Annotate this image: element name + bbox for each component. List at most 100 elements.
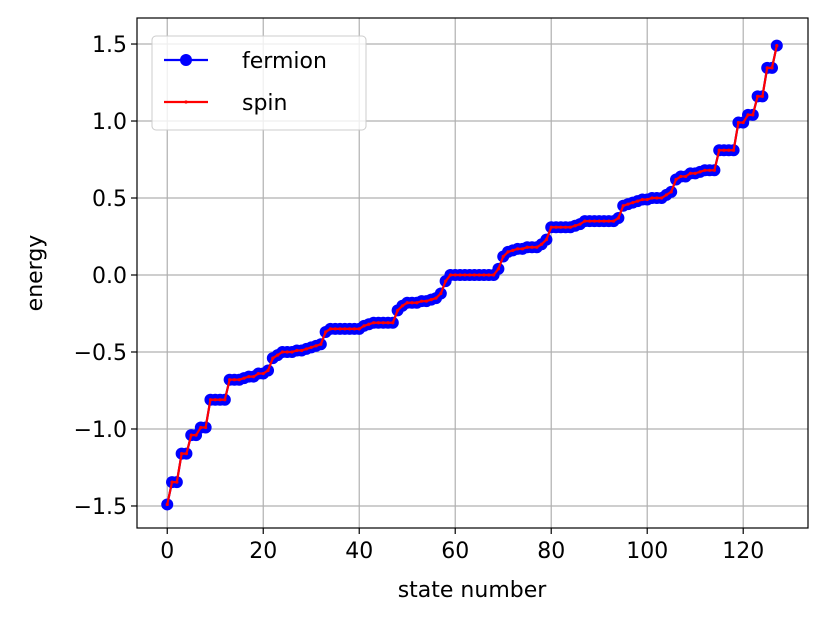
data-point — [300, 348, 304, 353]
data-point — [276, 353, 280, 357]
data-point — [199, 425, 203, 430]
data-point — [448, 273, 453, 277]
data-point — [165, 502, 169, 507]
data-point — [645, 197, 649, 202]
data-point — [578, 222, 582, 226]
data-point — [285, 350, 289, 354]
data-point — [655, 196, 659, 200]
data-point — [741, 120, 745, 125]
legend-marker — [180, 54, 192, 66]
data-point — [650, 196, 654, 200]
data-point — [501, 254, 505, 259]
data-point — [328, 327, 333, 331]
data-point — [290, 350, 294, 354]
x-tick-label: 80 — [537, 539, 565, 564]
data-point — [348, 327, 352, 331]
data-point — [674, 177, 678, 182]
data-point — [756, 94, 760, 98]
data-point — [362, 324, 366, 328]
data-point — [554, 225, 558, 229]
data-point — [396, 308, 400, 313]
data-point — [170, 480, 174, 484]
data-point — [640, 197, 645, 202]
data-point — [468, 273, 472, 277]
data-point — [660, 196, 664, 200]
data-point — [592, 219, 597, 223]
series-line — [166, 45, 778, 505]
x-tick-label: 120 — [722, 539, 764, 564]
data-point — [237, 378, 241, 382]
data-point — [602, 219, 606, 223]
data-point — [223, 398, 227, 402]
y-tick-label: 0.5 — [92, 187, 127, 212]
data-point — [381, 321, 385, 325]
data-point — [280, 350, 285, 354]
data-point — [616, 216, 621, 220]
data-point — [727, 148, 731, 152]
data-point — [357, 327, 361, 331]
data-point — [352, 327, 357, 331]
data-point — [535, 245, 539, 249]
data-point — [664, 193, 669, 197]
data-point — [338, 327, 342, 331]
data-point — [597, 219, 601, 223]
data-point — [703, 168, 707, 172]
data-point — [218, 398, 222, 402]
data-point — [175, 480, 179, 484]
y-tick-label: 1.5 — [92, 33, 127, 58]
data-point — [770, 66, 774, 70]
data-point — [746, 113, 750, 117]
legend: fermion spin — [151, 35, 367, 131]
data-point — [544, 237, 549, 242]
data-point — [189, 433, 193, 437]
data-point — [583, 219, 587, 223]
data-point — [482, 273, 486, 277]
data-point — [712, 168, 717, 172]
data-point — [410, 301, 414, 305]
data-point — [684, 174, 688, 179]
data-point — [717, 148, 721, 152]
data-point — [760, 94, 765, 98]
data-point — [472, 273, 477, 277]
data-point — [266, 368, 270, 373]
data-point — [208, 398, 213, 402]
data-point — [722, 148, 726, 152]
data-point — [261, 371, 265, 376]
data-point — [424, 299, 429, 303]
data-point — [343, 327, 347, 331]
data-point — [429, 298, 433, 302]
y-tick-label: 1.0 — [92, 110, 127, 135]
data-point — [463, 273, 467, 277]
data-point — [252, 375, 256, 379]
y-tick-label: −1.0 — [74, 418, 127, 443]
data-point — [492, 273, 496, 277]
data-point — [525, 245, 529, 249]
data-point — [679, 174, 683, 179]
data-point — [693, 171, 697, 175]
x-tick-label: 0 — [160, 539, 174, 564]
plot-frame — [136, 17, 809, 529]
data-point — [564, 225, 568, 229]
data-point — [420, 299, 424, 303]
data-point — [439, 291, 443, 296]
data-point — [573, 224, 577, 228]
legend-label: spin — [242, 91, 287, 116]
legend-label: fermion — [242, 49, 327, 74]
data-point — [516, 247, 520, 251]
data-point — [391, 321, 395, 325]
data-point — [688, 171, 693, 175]
data-point — [708, 168, 712, 172]
data-point — [626, 202, 630, 206]
data-point — [636, 199, 640, 203]
data-point — [540, 242, 544, 246]
data-point — [204, 425, 208, 430]
data-point — [247, 375, 251, 379]
data-point — [213, 398, 217, 402]
data-point — [588, 219, 592, 223]
data-point — [333, 327, 337, 331]
data-point — [621, 204, 625, 208]
data-point — [631, 201, 635, 205]
y-tick-label: −1.5 — [74, 495, 127, 520]
data-point — [304, 347, 309, 351]
